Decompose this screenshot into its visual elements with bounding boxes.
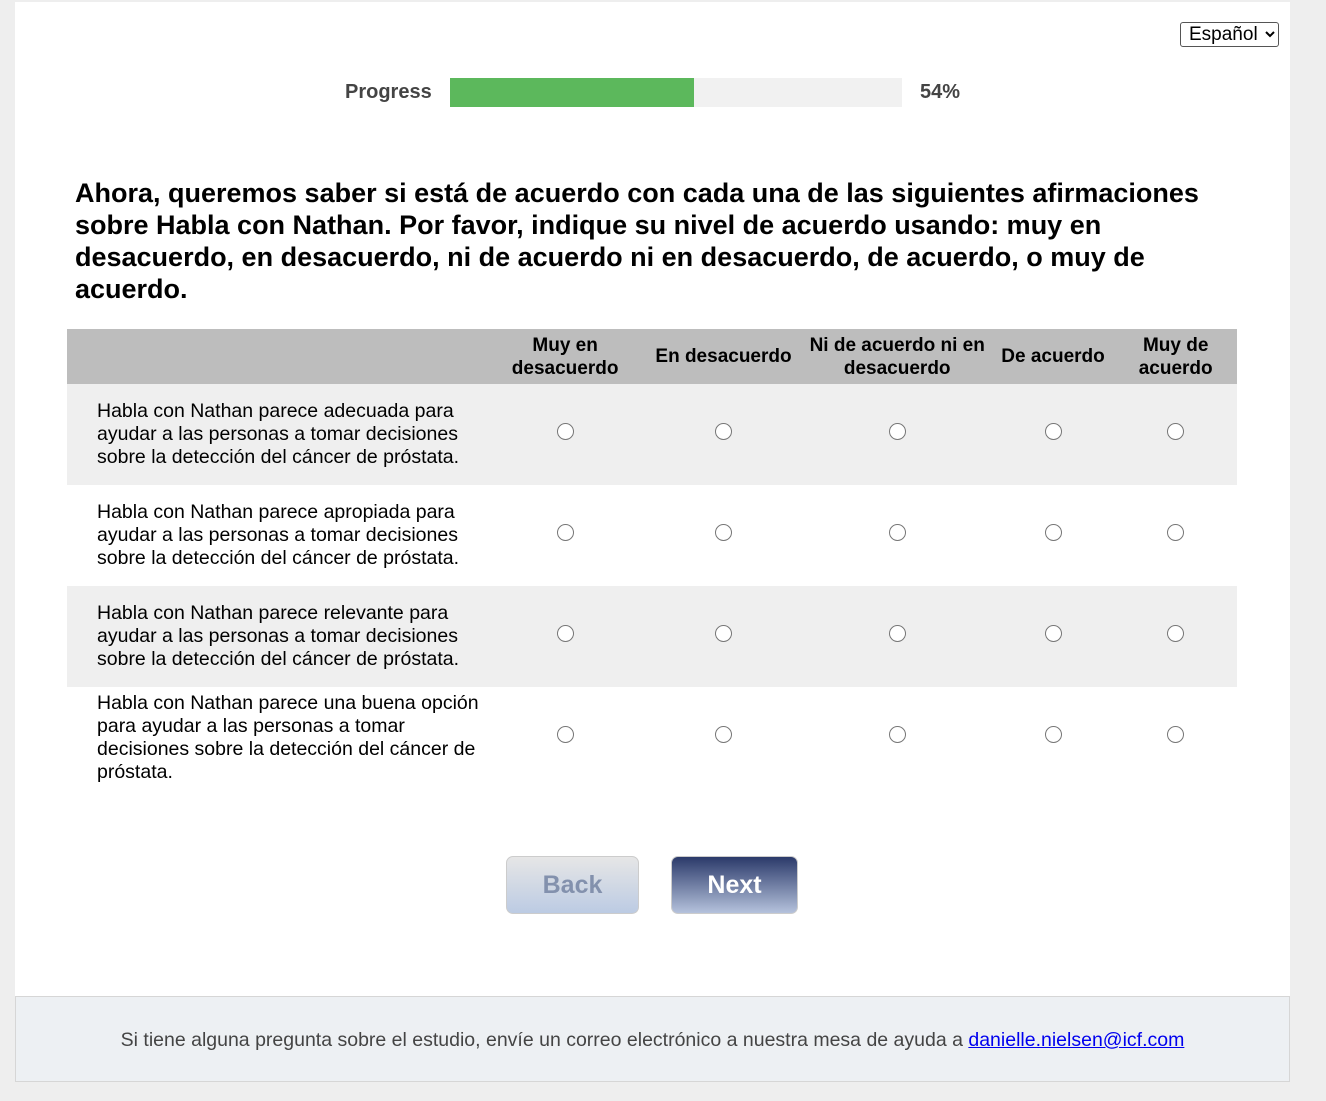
radio-cell	[1114, 586, 1237, 687]
statement-label: Habla con Nathan parece una buena opción…	[97, 691, 479, 783]
radio-cell	[803, 687, 992, 788]
table-row: Habla con Nathan parece una buena opción…	[67, 687, 1237, 788]
statement-label: Habla con Nathan parece adecuada para ay…	[67, 384, 486, 485]
footer-text: Si tiene alguna pregunta sobre el estudi…	[120, 1029, 969, 1051]
progress-fill	[450, 78, 695, 107]
radio-option[interactable]	[556, 524, 574, 541]
progress-percent: 54%	[920, 81, 961, 103]
radio-option[interactable]	[888, 524, 906, 541]
progress-bar	[450, 78, 902, 107]
column-header: En desacuerdo	[644, 329, 803, 384]
next-button[interactable]: Next	[671, 856, 798, 914]
radio-option[interactable]	[715, 726, 732, 743]
helpdesk-email-link[interactable]: danielle.nielsen@icf.com	[968, 1029, 1185, 1051]
radio-option[interactable]	[1167, 625, 1185, 642]
column-header: Muy en desacuerdo	[485, 329, 645, 384]
radio-option[interactable]	[888, 625, 906, 642]
radio-option[interactable]	[556, 625, 574, 642]
statement-label: Habla con Nathan parece relevante para a…	[67, 586, 486, 687]
radio-option[interactable]	[1044, 625, 1062, 642]
empty-header	[67, 329, 486, 384]
radio-cell	[802, 586, 992, 687]
radio-option[interactable]	[1167, 726, 1185, 743]
column-header: Ni de acuerdo ni en desacuerdo	[802, 329, 992, 384]
radio-cell	[644, 384, 803, 485]
radio-cell	[485, 586, 645, 687]
radio-option[interactable]	[715, 423, 732, 440]
table-row: Habla con Nathan parece adecuada para ay…	[67, 384, 1237, 485]
statement-label: Habla con Nathan parece apropiada para a…	[97, 501, 460, 569]
radio-option[interactable]	[556, 726, 574, 743]
radio-cell	[644, 687, 802, 788]
column-header: Muy de acuerdo	[1114, 329, 1237, 384]
table-row: Habla con Nathan parece relevante para a…	[67, 586, 1237, 687]
radio-cell	[1114, 687, 1237, 788]
radio-cell	[991, 384, 1115, 485]
radio-option[interactable]	[888, 726, 906, 743]
radio-cell	[485, 384, 645, 485]
radio-option[interactable]	[888, 423, 906, 440]
radio-cell	[644, 586, 803, 687]
radio-option[interactable]	[1044, 524, 1062, 541]
radio-option[interactable]	[1044, 423, 1062, 440]
radio-cell	[486, 687, 644, 788]
radio-cell	[1114, 485, 1237, 586]
radio-cell	[802, 384, 992, 485]
radio-cell	[992, 485, 1115, 586]
survey-page	[15, 2, 1290, 996]
radio-cell	[992, 687, 1115, 788]
progress-label: Progress	[345, 81, 432, 103]
radio-option[interactable]	[1167, 524, 1185, 541]
radio-option[interactable]	[715, 524, 732, 541]
radio-cell	[991, 586, 1115, 687]
radio-cell	[644, 485, 802, 586]
radio-option[interactable]	[1167, 423, 1185, 440]
radio-option[interactable]	[715, 625, 732, 642]
column-header: De acuerdo	[991, 329, 1115, 384]
table-row: Habla con Nathan parece apropiada para a…	[67, 485, 1237, 586]
radio-option[interactable]	[556, 423, 574, 440]
language-select[interactable]: Español	[1180, 22, 1279, 47]
back-button[interactable]: Back	[506, 856, 639, 914]
footer: Si tiene alguna pregunta sobre el estudi…	[15, 996, 1290, 1082]
radio-option[interactable]	[1044, 726, 1062, 743]
radio-cell	[1114, 384, 1237, 485]
radio-cell	[803, 485, 992, 586]
likert-matrix: Muy en desacuerdo En desacuerdo Ni de acue…	[67, 329, 1237, 788]
question-text: Ahora, queremos saber si está de acuerdo…	[75, 178, 1199, 304]
radio-cell	[486, 485, 644, 586]
